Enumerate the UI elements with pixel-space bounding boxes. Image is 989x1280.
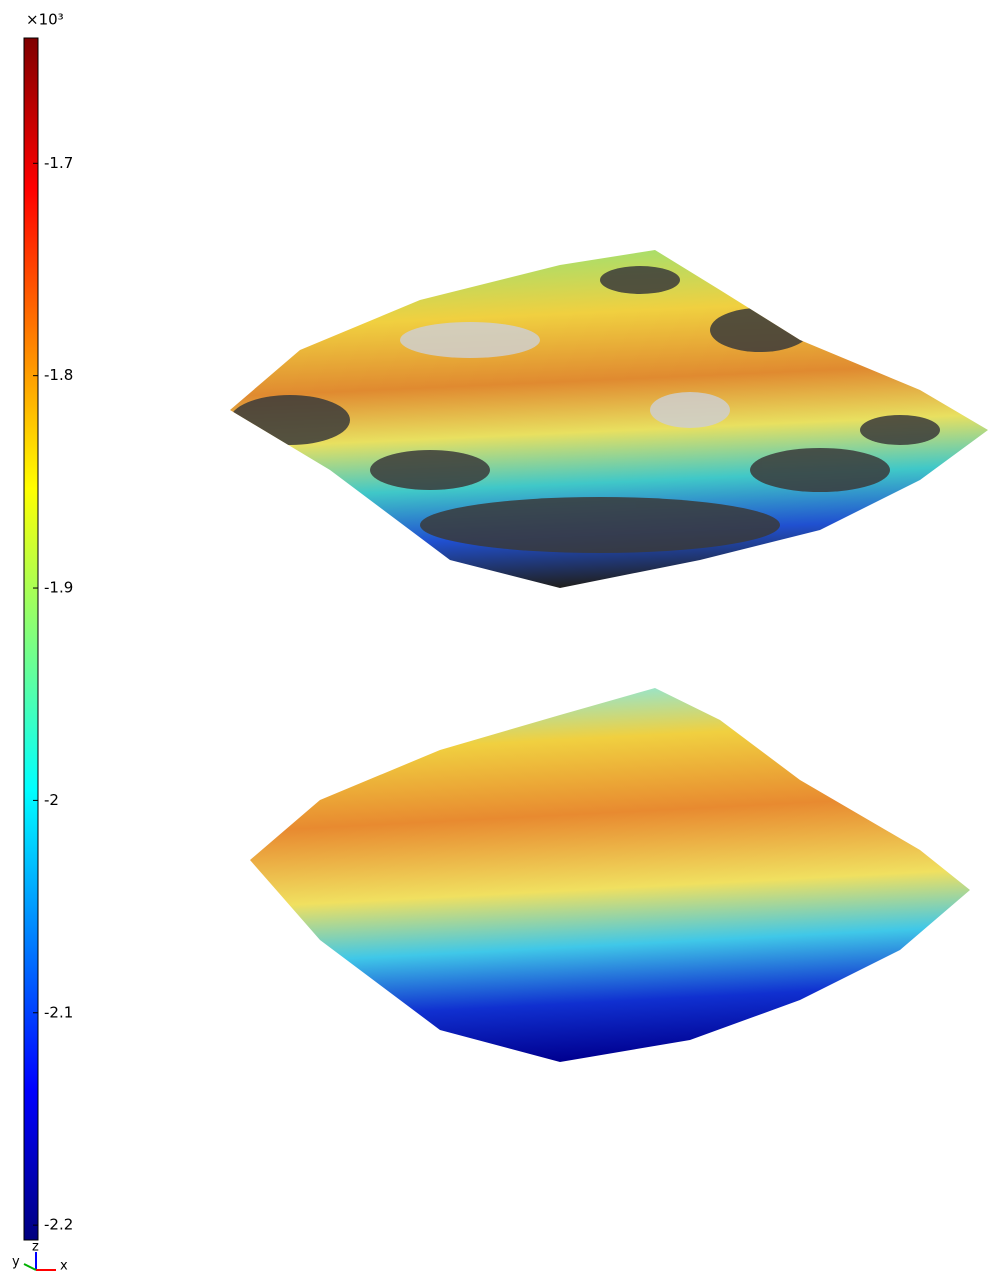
colorbar: [24, 38, 38, 1240]
tick-label: -2.2: [44, 1216, 73, 1234]
chart: ×10³ z y x -1.7 -1.8 -1.9 -2 -2.1 -2.2: [0, 0, 989, 1276]
colorbar-scale-label: ×10³: [26, 11, 64, 29]
tick-label: -1.7: [44, 154, 73, 172]
triad-label: y: [12, 1255, 20, 1270]
axis-triad: z y x: [12, 1240, 68, 1274]
triad-label: z: [32, 1240, 39, 1255]
tick-label: -2.1: [44, 1003, 73, 1021]
surface-bottom: [250, 688, 970, 1062]
tick-label: -1.9: [44, 579, 73, 597]
tick-label: -2: [44, 791, 59, 809]
triad-label: x: [60, 1259, 68, 1274]
tick-label: -1.8: [44, 366, 73, 384]
